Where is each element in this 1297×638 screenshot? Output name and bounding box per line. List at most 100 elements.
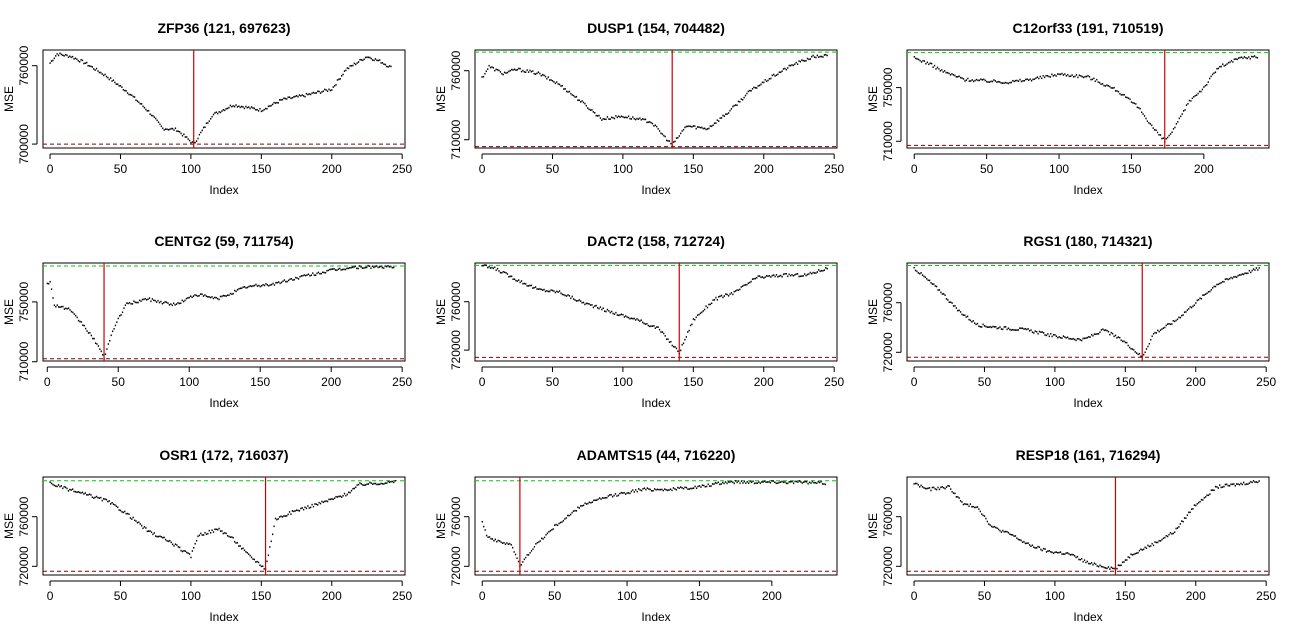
data-point [964, 503, 966, 505]
data-point [692, 125, 695, 127]
data-point [1234, 485, 1236, 487]
data-point [326, 269, 328, 272]
data-point [91, 496, 93, 499]
data-point [112, 79, 115, 82]
data-point [522, 282, 524, 285]
data-point [307, 93, 309, 96]
data-point [64, 53, 67, 56]
data-point [529, 551, 531, 554]
x-tick-label: 0 [47, 162, 54, 176]
data-point [985, 325, 987, 328]
data-point [1231, 277, 1234, 280]
data-point [1114, 334, 1117, 337]
data-point [1030, 329, 1032, 331]
data-point [529, 284, 531, 287]
data-point [274, 102, 277, 104]
data-point [511, 68, 513, 71]
data-point [609, 311, 611, 314]
data-point [215, 528, 217, 531]
data-point [1155, 541, 1158, 544]
data-point [280, 99, 282, 101]
data-point [95, 67, 98, 70]
plot-frame [906, 262, 1270, 362]
data-point [974, 322, 976, 324]
data-point [308, 507, 310, 509]
data-point [1236, 483, 1238, 485]
data-point [665, 139, 668, 142]
data-point [74, 490, 77, 493]
data-point [548, 531, 550, 533]
data-point [812, 271, 814, 274]
data-point [188, 553, 191, 555]
data-point [791, 480, 793, 483]
data-point [1045, 551, 1048, 553]
data-point [259, 564, 261, 566]
data-point [376, 265, 378, 267]
data-point [1033, 332, 1035, 334]
data-point [286, 515, 288, 517]
data-point [148, 297, 151, 299]
data-point [191, 141, 194, 143]
data-point [338, 78, 340, 81]
data-point [729, 481, 731, 483]
data-point [80, 492, 82, 494]
data-point [518, 67, 520, 70]
data-point [626, 116, 628, 119]
data-point [340, 269, 342, 271]
data-point [546, 77, 548, 80]
data-point [494, 538, 496, 541]
data-point [1178, 117, 1180, 120]
data-point [64, 486, 67, 489]
data-point [1131, 348, 1134, 350]
data-point [701, 126, 703, 129]
data-point [982, 514, 984, 517]
data-point [158, 301, 161, 304]
data-point [722, 296, 724, 299]
data-point [1074, 338, 1076, 341]
data-point [1047, 333, 1049, 335]
data-point [1143, 115, 1146, 117]
data-point [279, 282, 281, 285]
data-point [703, 484, 705, 487]
data-point [1054, 334, 1056, 336]
data-point [339, 267, 341, 270]
data-point [94, 69, 96, 71]
data-point [1059, 336, 1062, 339]
data-point [376, 483, 378, 486]
data-point [923, 487, 925, 489]
data-point [657, 128, 659, 130]
data-point [305, 92, 308, 95]
data-point [722, 114, 724, 117]
data-point [231, 536, 233, 538]
data-point [784, 67, 786, 70]
data-point [581, 505, 583, 507]
plot-frame [474, 476, 838, 576]
data-point [750, 89, 752, 92]
data-point [369, 56, 371, 59]
data-point [988, 523, 990, 525]
data-point [787, 275, 789, 278]
data-point [86, 493, 88, 496]
data-point [713, 483, 715, 485]
data-point [606, 496, 608, 499]
data-point [506, 542, 508, 544]
data-point [309, 274, 311, 277]
data-point [229, 104, 232, 107]
data-point [1081, 557, 1083, 560]
data-point [1250, 271, 1252, 274]
data-point [84, 327, 87, 330]
data-point [940, 291, 942, 294]
data-point [553, 290, 555, 292]
data-point [622, 492, 624, 494]
data-point [801, 59, 803, 61]
data-point [331, 498, 333, 500]
data-point [1010, 533, 1012, 536]
data-point [117, 317, 119, 320]
data-point [1077, 76, 1079, 79]
data-point [1088, 75, 1091, 78]
data-point [567, 91, 569, 93]
data-point [343, 70, 346, 72]
data-point [791, 64, 793, 66]
x-tick-label: 100 [1045, 589, 1065, 603]
data-point [615, 115, 617, 117]
